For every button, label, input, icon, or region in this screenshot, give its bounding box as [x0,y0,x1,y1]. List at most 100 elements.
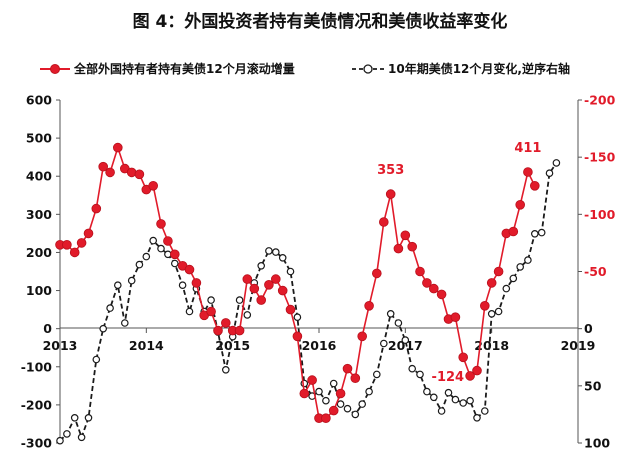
holdings-point [371,268,382,279]
yield-point [343,404,352,413]
yield-point [271,248,280,256]
yield-point [293,313,302,322]
holdings-point [342,363,353,374]
yield-point [114,281,122,290]
left-tick-label: 100 [26,283,52,298]
holdings-point [515,200,525,210]
yield-point [466,396,474,405]
holdings-point [184,264,195,275]
holdings-point [328,405,339,416]
yield-point [336,400,345,408]
holdings-point [307,375,317,385]
left-tick-label: 500 [26,131,52,146]
yield-point [437,407,446,415]
yield-point [509,274,518,283]
holdings-point [264,279,274,290]
annotation-label: 411 [514,141,541,156]
yield-point [423,387,431,396]
yield-point [459,399,468,407]
right-tick-label: -150 [584,150,616,165]
x-tick-label: 2014 [129,338,164,353]
yield-point [372,370,381,379]
holdings-point [191,278,202,288]
yield-point [394,319,403,327]
holdings-point [234,325,245,336]
yield-point [524,256,532,264]
holdings-point [62,240,72,250]
annotation-label: -124 [432,370,465,385]
holdings-point [213,325,223,336]
holdings-point [364,300,374,311]
chart-title: 图 4：外国投资者持有美债情况和美债收益率变化 [133,11,508,32]
yield-point [135,260,144,269]
yield-point [487,309,496,318]
yield-point [408,364,417,373]
yield-point [92,355,101,364]
yield-point [56,436,64,445]
yield-point [530,230,539,238]
yield-point [429,393,438,402]
holdings-point [350,373,361,384]
x-tick-label: 2017 [388,338,423,353]
yield-point [329,379,338,388]
yield-point [451,395,460,404]
yield-point [322,396,330,405]
holdings-point [285,304,296,315]
holdings-point [148,181,159,191]
annotations: 353 411 -124 [377,141,541,385]
holdings-point [69,247,80,258]
yield-point [178,281,187,290]
x-tick-label: 2018 [474,338,509,353]
holdings-point [256,295,267,305]
holdings-point [407,241,418,252]
holdings-point [221,318,231,328]
yield-point [386,309,395,318]
holdings-point [428,283,439,294]
holdings-point [83,228,94,239]
holdings-point [76,238,87,248]
yield-point [63,430,71,438]
holdings-point [98,161,108,172]
holdings-point [292,331,303,342]
annotation-label: 353 [377,163,404,178]
yield-point [185,307,194,316]
holdings-point [249,283,260,294]
yield-point [401,336,410,344]
holdings-point [113,142,123,153]
holdings-point [415,266,425,277]
yield-point [121,319,129,327]
holdings-point [299,388,310,399]
right-tick-label: -50 [584,264,607,279]
left-tick-label: 200 [26,245,52,260]
yield-point [365,387,373,396]
yield-point [243,311,252,319]
right-tick-label: -200 [584,93,616,108]
yield-point [315,387,323,396]
yield-point [416,370,424,379]
yield-point [494,307,503,316]
legend-label-holdings: 全部外国持有者持有美债12个月滚动增量 [73,61,295,76]
holdings-point [163,236,173,246]
yield-point [516,263,525,271]
holdings-point [529,181,540,191]
yield-point [127,276,136,285]
yield-point [222,365,230,374]
holdings-point [422,278,432,288]
holdings-point [450,312,461,323]
holdings-point [242,274,253,284]
holdings-point [134,169,145,180]
yield-point [351,410,360,419]
holdings-point [206,306,216,317]
right-tick-label: -100 [584,207,616,222]
legend: 全部外国持有者持有美债12个月滚动增量 10年期美债12个月变化,逆序右轴 [40,61,570,76]
holdings-point [321,413,331,424]
yield-point [545,169,554,178]
yield-series-line [59,162,558,442]
yield-point [149,236,158,245]
yield-point [480,407,489,415]
holdings-point [385,189,396,199]
yield-point [473,413,481,422]
holdings-point [335,388,346,399]
legend-label-yield: 10年期美债12个月变化,逆序右轴 [388,61,570,76]
